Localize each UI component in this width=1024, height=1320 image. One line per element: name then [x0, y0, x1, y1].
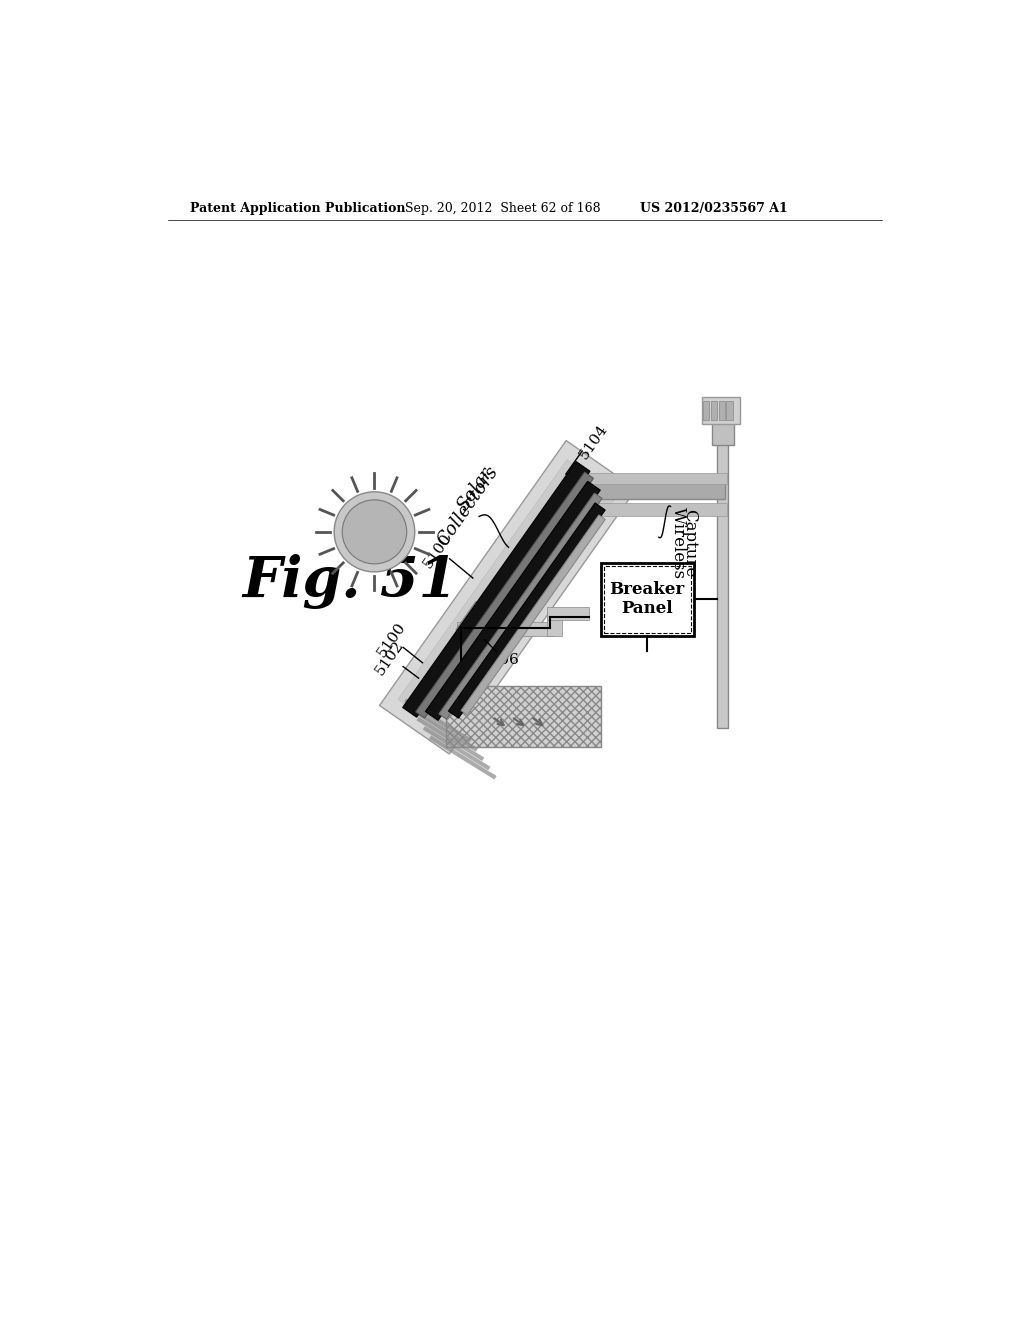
Text: Collectors: Collectors: [433, 463, 502, 549]
Bar: [458, 622, 554, 636]
Bar: [582, 482, 725, 499]
Bar: [711, 401, 717, 420]
Polygon shape: [398, 459, 617, 735]
Text: Wireless: Wireless: [670, 507, 687, 579]
Circle shape: [342, 500, 407, 564]
Text: 5100: 5100: [421, 531, 455, 572]
Text: 5104: 5104: [577, 422, 610, 462]
Circle shape: [334, 492, 415, 572]
Text: Solar: Solar: [454, 465, 497, 515]
Bar: [601, 562, 693, 636]
Text: US 2012/0235567 A1: US 2012/0235567 A1: [640, 202, 787, 215]
Text: 5100: 5100: [375, 619, 409, 660]
Bar: [713, 407, 734, 445]
Text: Capture: Capture: [681, 510, 698, 578]
Text: Sep. 20, 2012  Sheet 62 of 168: Sep. 20, 2012 Sheet 62 of 168: [406, 202, 601, 215]
Text: 5106: 5106: [480, 653, 519, 668]
Bar: [580, 503, 727, 516]
Text: Patent Application Publication: Patent Application Publication: [190, 202, 406, 215]
Bar: [445, 686, 601, 747]
Bar: [717, 436, 728, 729]
Polygon shape: [456, 602, 489, 639]
Polygon shape: [439, 494, 602, 719]
Text: Fig. 51: Fig. 51: [243, 554, 458, 610]
Polygon shape: [525, 543, 567, 590]
Bar: [547, 607, 589, 620]
Text: 5102: 5102: [373, 638, 407, 677]
Bar: [547, 612, 562, 636]
Polygon shape: [425, 482, 600, 721]
Polygon shape: [416, 473, 594, 718]
Bar: [726, 401, 732, 420]
Text: Panel: Panel: [622, 601, 673, 616]
Bar: [703, 401, 710, 420]
Polygon shape: [461, 515, 605, 715]
Bar: [719, 401, 725, 420]
Bar: [580, 474, 727, 484]
Bar: [701, 397, 740, 424]
Polygon shape: [504, 562, 543, 605]
Bar: [604, 566, 690, 632]
Polygon shape: [478, 583, 514, 624]
Polygon shape: [380, 441, 636, 754]
Polygon shape: [402, 462, 590, 717]
Text: Breaker: Breaker: [609, 582, 685, 598]
Polygon shape: [449, 503, 605, 718]
Bar: [458, 624, 473, 663]
